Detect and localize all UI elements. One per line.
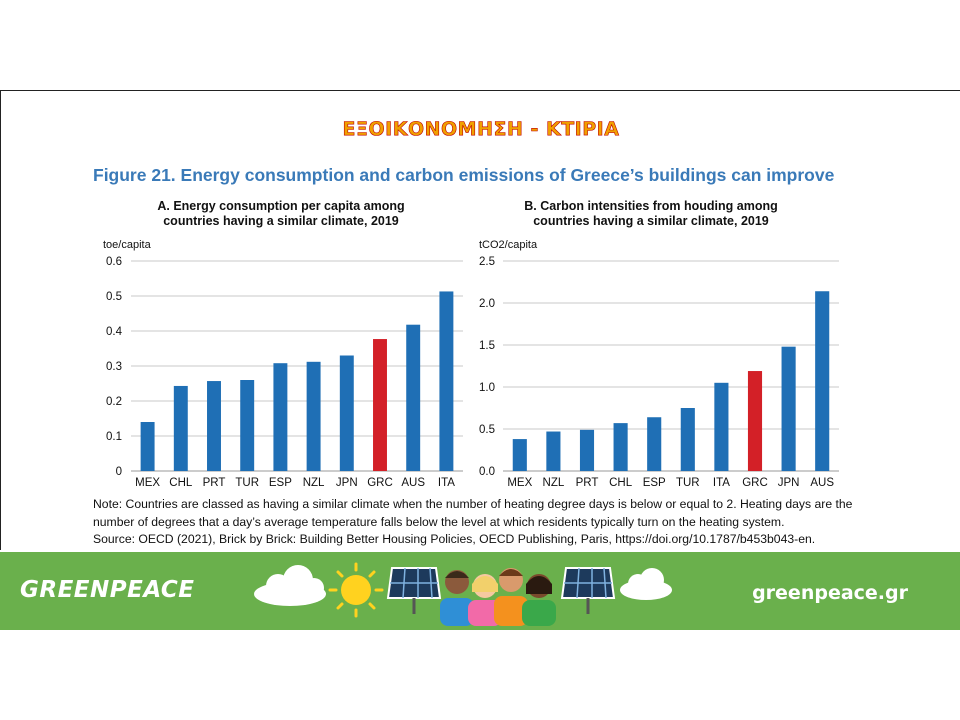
source-line: Source: OECD (2021), Brick by Brick: Bui… [93,532,816,546]
panel-b-bar-esp [647,417,662,471]
panel-a-title: A. Energy consumption per capita among c… [131,199,431,229]
slide-title: ΕΞΟΙΚΟΝΟΜΗΣΗ - ΚΤΙΡΙΑ [342,118,620,141]
panel-b-chart: 0.0 0.5 1.0 1.5 2.0 2.5 MEX NZL PRT CHL ESP TUR ITA G… [479,256,839,489]
greenpeace-url[interactable]: greenpeace.gr [752,582,908,604]
cloud-icon [620,568,672,600]
panel-b-bar-prt [579,429,595,471]
panel-a-chart: 0 0.1 0.2 0.3 0.4 0.5 0.6 MEX CHL PRT TUR ESP NZL JPN… [106,256,463,489]
panel-a-bar-prt [207,381,221,471]
panel-b-bar-mex [512,439,527,471]
panel-b-ytick-label: 1.5 [479,340,495,352]
panel-a-bar-grc [373,339,387,471]
sun-icon [328,562,384,618]
panel-a-xtick-label: CHL [169,477,193,489]
panel-a-bar-jpn [339,355,354,471]
panel-a-ytick-label: 0 [116,466,122,478]
panel-a-bar-chl [173,385,188,471]
solar-panel-icon [560,567,616,614]
panel-a-xtick-label: ITA [438,477,455,489]
panel-a-xtick-label: JPN [336,477,358,489]
slide: ΕΞΟΙΚΟΝΟΜΗΣΗ - ΚΤΙΡΙΑ Figure 21. Energy … [0,90,960,550]
panel-a-xtick-label: AUS [401,477,425,489]
panel-a-bar-ita [439,291,454,471]
footer-banner: GREENPEACE [0,552,960,630]
panel-b-ylabel: tCO2/capita [479,239,538,251]
panel-b-ytick-label: 0.5 [479,424,495,436]
panel-b-xtick-label: CHL [609,477,633,489]
note-line-1: Note: Countries are classed as having a … [93,497,853,511]
panel-a-title-line1: A. Energy consumption per capita among [157,199,405,213]
panel-b-xtick-label: TUR [676,477,700,489]
panel-a-bar-esp [273,363,288,471]
panel-a-ylabel: toe/capita [103,239,151,251]
panel-b-xtick-label: NZL [543,477,565,489]
panel-a-xtick-label: TUR [235,477,259,489]
panel-b-title: B. Carbon intensities from houding among… [501,199,801,229]
panel-a-ytick-label: 0.5 [106,291,122,303]
panel-a-ytick-label: 0.6 [106,256,122,268]
footer-illustration [254,562,672,626]
panel-a-ytick-label: 0.4 [106,326,123,338]
panel-b-ytick-label: 2.5 [479,256,495,268]
panel-b-xtick-label: ITA [713,477,730,489]
panel-a-bar-aus [406,324,421,471]
panel-b-ytick-label: 2.0 [479,298,495,310]
figure-note: Note: Countries are classed as having a … [93,496,883,549]
panel-b-xtick-label: AUS [810,477,834,489]
panel-b-bar-grc [747,371,763,471]
panel-a-xtick-label: ESP [269,477,292,489]
panel-a-xtick-label: GRC [367,477,393,489]
panel-a-bar-mex [140,422,155,471]
panel-a-title-line2: countries having a similar climate, 2019 [163,214,399,228]
panel-b-bar-ita [714,382,729,471]
panel-b-title-line1: B. Carbon intensities from houding among [524,199,778,213]
greenpeace-logo: GREENPEACE [20,577,195,603]
panel-a-ytick-label: 0.2 [106,396,122,408]
panel-b-xtick-label: ESP [643,477,666,489]
cloud-icon [254,565,326,606]
panel-b-bar-tur [680,408,695,471]
panel-b-bar-jpn [781,346,796,471]
panel-b-xtick-label: GRC [742,477,768,489]
panel-b-xtick-label: JPN [778,477,800,489]
figure-title: Figure 21. Energy consumption and carbon… [93,165,835,185]
panel-a-xtick-label: PRT [203,477,226,489]
panel-a-bar-tur [240,380,255,471]
note-line-2: number of degrees that a day’s average t… [93,514,785,529]
children-illustration [440,568,556,626]
panel-b-xtick-label: PRT [576,477,599,489]
solar-panel-icon [386,567,442,614]
panel-b-title-line2: countries having a similar climate, 2019 [533,214,769,228]
panel-b-bar-chl [613,423,628,471]
panel-a-bar-nzl [306,361,321,471]
panel-a-xtick-label: MEX [135,477,160,489]
panel-b-ytick-label: 0.0 [479,466,495,478]
panel-b-ytick-label: 1.0 [479,382,495,394]
panel-b-bar-nzl [546,431,561,471]
panel-a-xtick-label: NZL [303,477,325,489]
panel-a-ytick-label: 0.3 [106,361,122,373]
panel-b-bar-aus [815,291,830,471]
panel-b-xtick-label: MEX [507,477,532,489]
panel-a-ytick-label: 0.1 [106,431,122,443]
